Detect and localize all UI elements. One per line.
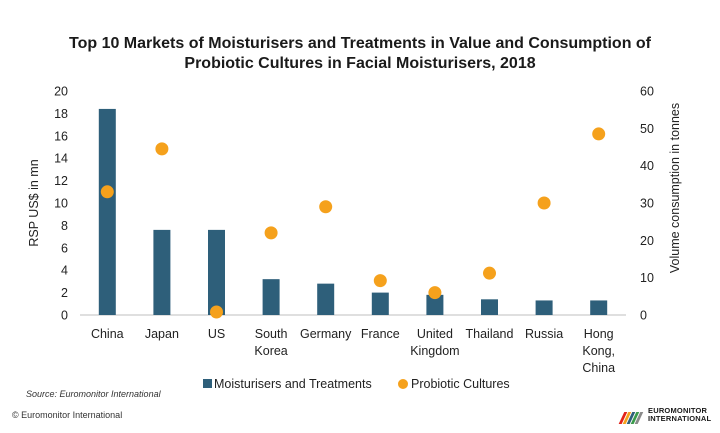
x-tick-label: South Korea xyxy=(254,327,287,358)
source-note: Source: Euromonitor International xyxy=(26,389,161,399)
right-y-axis-label: Volume consumption in tonnes xyxy=(668,103,682,273)
bar xyxy=(153,229,171,315)
bar xyxy=(98,108,116,315)
scatter-point xyxy=(373,274,387,288)
scatter-point xyxy=(264,226,278,240)
category-labels: China Japan US South Korea Germany France Unite… xyxy=(91,327,615,375)
right-y-axis: 0 10 20 30 40 50 60 xyxy=(640,85,654,323)
left-y-tick-label: 0 xyxy=(61,309,68,323)
scatter-point xyxy=(210,305,223,319)
scatter-series xyxy=(100,127,606,319)
bar xyxy=(262,279,280,315)
brand-line-1: EUROMONITOR xyxy=(648,406,708,415)
legend: Moisturisers and Treatments Probiotic Cu… xyxy=(203,377,510,391)
x-tick-label: Thailand xyxy=(466,327,514,341)
left-y-tick-label: 20 xyxy=(54,85,68,99)
x-tick-label: France xyxy=(361,327,400,341)
scatter-point xyxy=(537,196,551,210)
legend-swatch-bars xyxy=(203,379,212,388)
bar xyxy=(371,292,389,315)
left-y-tick-label: 8 xyxy=(61,219,68,233)
right-y-tick-label: 0 xyxy=(640,309,647,323)
scatter-point xyxy=(155,142,169,156)
legend-label-bars: Moisturisers and Treatments xyxy=(214,377,372,391)
right-y-tick-label: 40 xyxy=(640,159,654,173)
right-y-tick-label: 20 xyxy=(640,234,654,248)
legend-swatch-dots xyxy=(398,379,408,389)
bar xyxy=(535,300,553,315)
right-y-tick-label: 50 xyxy=(640,122,654,136)
left-y-tick-label: 2 xyxy=(61,286,68,300)
x-tick-label: Germany xyxy=(300,327,352,341)
x-tick-label: United Kingdom xyxy=(410,327,459,358)
right-y-tick-label: 30 xyxy=(640,197,654,211)
bar xyxy=(317,283,335,315)
x-tick-label: Japan xyxy=(145,327,179,341)
chart-title: Top 10 Markets of Moisturisers and Treat… xyxy=(68,35,652,72)
bar xyxy=(590,300,608,315)
bar xyxy=(426,294,444,315)
left-y-tick-label: 4 xyxy=(61,264,68,278)
left-y-tick-label: 18 xyxy=(54,107,68,121)
left-y-tick-label: 12 xyxy=(54,174,68,188)
right-y-tick-label: 60 xyxy=(640,85,654,99)
x-tick-label: China xyxy=(91,327,124,341)
left-y-tick-label: 10 xyxy=(54,197,68,211)
left-y-tick-label: 14 xyxy=(54,152,68,166)
x-tick-label: Russia xyxy=(525,327,563,341)
scatter-point xyxy=(100,185,114,199)
legend-label-dots: Probiotic Cultures xyxy=(411,377,510,391)
left-y-axis: 0 2 4 6 8 10 12 14 16 18 20 xyxy=(54,85,68,323)
copyright-note: © Euromonitor International xyxy=(12,410,123,420)
euromonitor-logo-icon xyxy=(618,412,644,424)
bar-series xyxy=(98,108,608,315)
bar xyxy=(481,299,498,315)
left-y-tick-label: 16 xyxy=(54,129,68,143)
bar xyxy=(208,229,225,315)
left-y-tick-label: 6 xyxy=(61,241,68,255)
left-y-axis-label: RSP US$ in mn xyxy=(27,159,41,246)
brand-line-2: INTERNATIONAL xyxy=(648,414,712,423)
x-tick-label: US xyxy=(208,327,225,341)
scatter-point xyxy=(428,286,442,300)
scatter-point xyxy=(483,266,496,280)
x-tick-label: Hong Kong, China xyxy=(582,327,615,375)
scatter-point xyxy=(592,127,606,141)
right-y-tick-label: 10 xyxy=(640,271,654,285)
brand-wordmark: EUROMONITOR INTERNATIONAL xyxy=(648,407,711,423)
scatter-point xyxy=(319,200,333,214)
